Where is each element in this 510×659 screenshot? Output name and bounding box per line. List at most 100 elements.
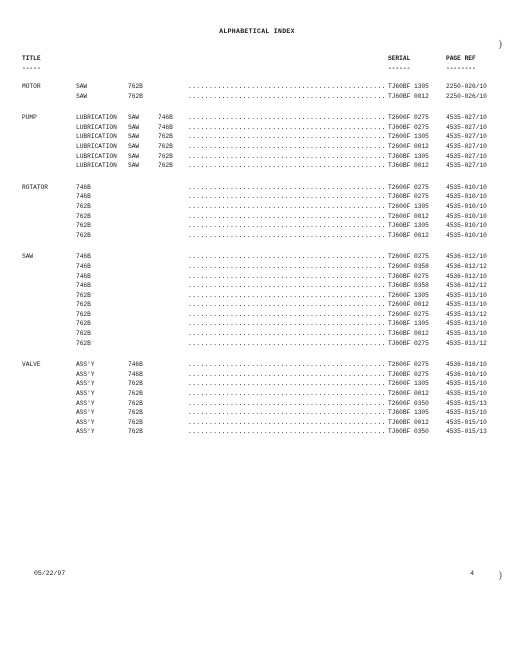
row-dot-leader: ........................................… xyxy=(188,427,386,437)
row-dot-leader: ........................................… xyxy=(188,339,386,349)
row-group-label xyxy=(22,152,76,162)
row-col-c xyxy=(158,370,188,380)
row-serial: TJ60BF 0275 xyxy=(386,370,444,380)
index-group: PUMPLUBRICATIONSAW746B..................… xyxy=(22,113,492,171)
index-row: ASS'Y746B...............................… xyxy=(22,370,492,380)
row-group-label xyxy=(22,281,76,291)
row-col-b: 762B xyxy=(128,408,158,418)
row-col-b xyxy=(128,202,158,212)
row-group-label xyxy=(22,132,76,142)
row-col-a: LUBRICATION xyxy=(76,142,128,152)
row-col-a: 762B xyxy=(76,310,128,320)
index-row: LUBRICATIONSAW762B......................… xyxy=(22,161,492,171)
row-serial: TJ60BF 0275 xyxy=(386,192,444,202)
row-serial: T2600F 0012 xyxy=(386,142,444,152)
row-col-a: ASS'Y xyxy=(76,408,128,418)
row-group-label xyxy=(22,291,76,301)
row-serial: T2600F 0275 xyxy=(386,183,444,193)
row-dot-leader: ........................................… xyxy=(188,212,386,222)
row-col-a: SAW xyxy=(76,82,128,92)
row-page-ref: 4535-010/10 xyxy=(444,192,492,202)
row-dot-leader: ........................................… xyxy=(188,92,386,102)
row-page-ref: 4535-013/12 xyxy=(444,339,492,349)
row-col-a: ASS'Y xyxy=(76,379,128,389)
row-col-a: ASS'Y xyxy=(76,427,128,437)
row-dot-leader: ........................................… xyxy=(188,123,386,133)
row-col-c xyxy=(158,291,188,301)
row-col-b xyxy=(128,252,158,262)
row-col-a: SAW xyxy=(76,92,128,102)
row-group-label xyxy=(22,379,76,389)
row-serial: T2600F 0012 xyxy=(386,212,444,222)
row-group-label: MOTOR xyxy=(22,82,76,92)
header-serial: SERIAL xyxy=(386,55,444,62)
row-col-b xyxy=(128,221,158,231)
index-row: 762B....................................… xyxy=(22,291,492,301)
row-col-b: SAW xyxy=(128,161,158,171)
row-group-label xyxy=(22,142,76,152)
index-row: 746B....................................… xyxy=(22,272,492,282)
row-col-a: 762B xyxy=(76,339,128,349)
row-serial: T2600F 0275 xyxy=(386,252,444,262)
row-serial: T2600F 0012 xyxy=(386,389,444,399)
row-dot-leader: ........................................… xyxy=(188,82,386,92)
row-page-ref: 4536-012/12 xyxy=(444,262,492,272)
row-dot-leader: ........................................… xyxy=(188,370,386,380)
row-page-ref: 4536-012/12 xyxy=(444,281,492,291)
row-col-a: 762B xyxy=(76,319,128,329)
index-row: ASS'Y762B...............................… xyxy=(22,389,492,399)
row-group-label xyxy=(22,370,76,380)
row-dot-leader: ........................................… xyxy=(188,272,386,282)
row-col-b xyxy=(128,319,158,329)
row-page-ref: 2250-026/10 xyxy=(444,82,492,92)
row-serial: T2600F 0350 xyxy=(386,399,444,409)
row-col-c xyxy=(158,202,188,212)
row-page-ref: 4535-013/12 xyxy=(444,310,492,320)
row-group-label xyxy=(22,418,76,428)
row-serial: TJ60BF 1305 xyxy=(386,319,444,329)
row-col-a: 762B xyxy=(76,300,128,310)
row-col-b xyxy=(128,272,158,282)
row-col-a: 762B xyxy=(76,231,128,241)
row-serial: TJ60BF 1305 xyxy=(386,152,444,162)
row-group-label xyxy=(22,300,76,310)
row-serial: T2600F 0275 xyxy=(386,310,444,320)
row-dot-leader: ........................................… xyxy=(188,319,386,329)
row-col-a: 762B xyxy=(76,212,128,222)
row-col-b: SAW xyxy=(128,152,158,162)
footer-page: 4 xyxy=(470,570,474,577)
index-row: LUBRICATIONSAW762B......................… xyxy=(22,132,492,142)
row-page-ref: 2250-026/10 xyxy=(444,92,492,102)
row-dot-leader: ........................................… xyxy=(188,152,386,162)
dash-serial: ------ xyxy=(386,65,444,72)
row-page-ref: 4535-015/13 xyxy=(444,399,492,409)
row-dot-leader: ........................................… xyxy=(188,310,386,320)
row-col-c xyxy=(158,310,188,320)
row-dot-leader: ........................................… xyxy=(188,281,386,291)
row-col-c xyxy=(158,319,188,329)
row-group-label xyxy=(22,262,76,272)
row-col-c: 762B xyxy=(158,161,188,171)
row-group-label xyxy=(22,272,76,282)
row-col-c: 762B xyxy=(158,132,188,142)
row-col-a: ASS'Y xyxy=(76,418,128,428)
row-page-ref: 4536-012/10 xyxy=(444,252,492,262)
row-dot-leader: ........................................… xyxy=(188,291,386,301)
row-col-b: SAW xyxy=(128,142,158,152)
row-page-ref: 4535-010/10 xyxy=(444,202,492,212)
index-row: SAW746B.................................… xyxy=(22,252,492,262)
row-group-label xyxy=(22,123,76,133)
row-dot-leader: ........................................… xyxy=(188,300,386,310)
row-dot-leader: ........................................… xyxy=(188,183,386,193)
row-col-c xyxy=(158,360,188,370)
row-col-c xyxy=(158,183,188,193)
row-col-c xyxy=(158,399,188,409)
index-row: 762B....................................… xyxy=(22,212,492,222)
row-serial: TJ60BF 0350 xyxy=(386,427,444,437)
row-col-a: 746B xyxy=(76,272,128,282)
index-row: PUMPLUBRICATIONSAW746B..................… xyxy=(22,113,492,123)
index-row: ASS'Y762B...............................… xyxy=(22,408,492,418)
row-page-ref: 4535-027/10 xyxy=(444,161,492,171)
row-col-a: 746B xyxy=(76,252,128,262)
row-col-c xyxy=(158,221,188,231)
